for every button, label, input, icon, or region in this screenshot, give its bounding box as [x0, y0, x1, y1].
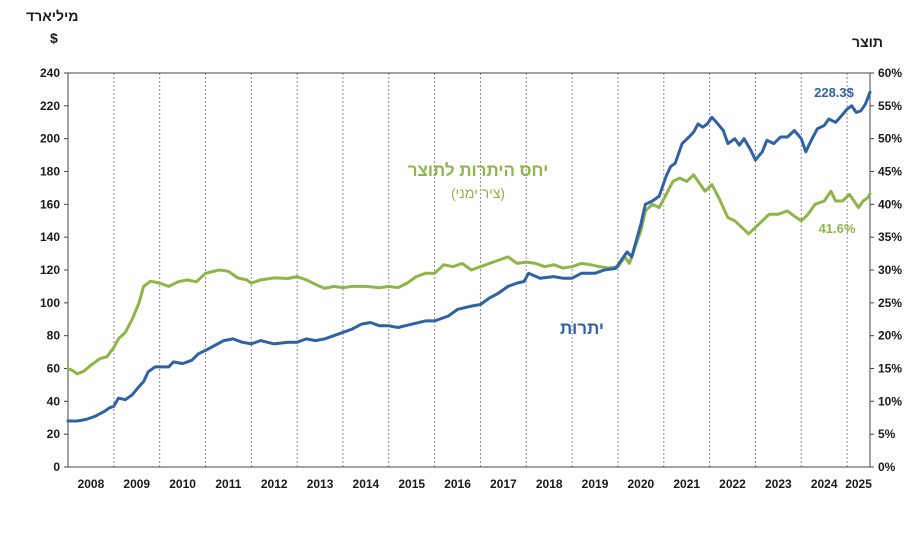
- left-axis-ticks: 0 20 40 60 80 100 120 140 160 180 200 220 240: [40, 66, 68, 474]
- left-tick-label: 40: [47, 394, 61, 408]
- left-tick-label: 160: [40, 197, 60, 211]
- left-tick-label: 220: [40, 99, 60, 113]
- right-tick-label: 25%: [878, 296, 902, 310]
- right-tick-label: 5%: [878, 427, 896, 441]
- series-line-ratio: [66, 173, 872, 376]
- x-tick-label: 2017: [490, 477, 517, 491]
- x-tick-label: 2014: [353, 477, 380, 491]
- right-axis-unit: תוצר: [852, 34, 883, 50]
- x-axis-ticks: 2008 2009 2010 2011 2012 2013 2014 2015 2016 2017…: [78, 477, 873, 491]
- left-tick-label: 200: [40, 132, 60, 146]
- right-tick-label: 30%: [878, 263, 902, 277]
- x-tick-label: 2016: [444, 477, 471, 491]
- right-tick-label: 50%: [878, 132, 902, 146]
- left-axis-unit-line2: $: [50, 30, 58, 46]
- right-tick-label: 60%: [878, 66, 902, 80]
- right-tick-label: 40%: [878, 197, 902, 211]
- left-tick-label: 180: [40, 165, 60, 179]
- left-tick-label: 20: [47, 427, 61, 441]
- series-line-reserves: [66, 90, 872, 423]
- left-axis-unit-line1: מיליארד: [26, 8, 79, 24]
- series-lines: [66, 90, 872, 423]
- right-tick-label: 20%: [878, 329, 902, 343]
- x-tick-label: 2022: [719, 477, 746, 491]
- left-tick-label: 240: [40, 66, 60, 80]
- series-label-ratio: יחס היתרות לתוצר: [408, 161, 548, 180]
- right-tick-label: 45%: [878, 165, 902, 179]
- series-label-reserves: יתרות: [560, 319, 604, 338]
- right-tick-label: 35%: [878, 230, 902, 244]
- x-tick-label: 2019: [582, 477, 609, 491]
- left-tick-label: 100: [40, 296, 60, 310]
- right-tick-label: 55%: [878, 99, 902, 113]
- x-tick-label: 2013: [307, 477, 334, 491]
- left-tick-label: 0: [53, 460, 60, 474]
- end-value-ratio: 41.6%: [819, 221, 856, 236]
- x-tick-label: 2008: [78, 477, 105, 491]
- x-tick-label: 2021: [673, 477, 700, 491]
- x-tick-label: 2009: [123, 477, 150, 491]
- x-tick-label: 2023: [765, 477, 792, 491]
- right-tick-label: 10%: [878, 394, 902, 408]
- left-tick-label: 60: [47, 362, 61, 376]
- left-tick-label: 80: [47, 329, 61, 343]
- series-sublabel-ratio: (ציר ימני): [451, 185, 505, 201]
- right-tick-label: 0%: [878, 460, 896, 474]
- left-tick-label: 120: [40, 263, 60, 277]
- x-tick-label: 2020: [628, 477, 655, 491]
- x-tick-label: 2015: [398, 477, 425, 491]
- gridlines: [113, 73, 848, 467]
- x-tick-label: 2012: [261, 477, 288, 491]
- end-value-reserves: 228.3$: [814, 85, 855, 100]
- x-tick-label: 2011: [215, 477, 241, 491]
- right-axis-ticks: 0% 5% 10% 15% 20% 25% 30% 35% 40% 45% 50% 55% 60%: [870, 66, 902, 474]
- right-tick-label: 15%: [878, 362, 902, 376]
- x-tick-label: 2010: [169, 477, 196, 491]
- left-tick-label: 140: [40, 230, 60, 244]
- x-tick-label: 2025: [845, 477, 872, 491]
- x-tick-label: 2018: [536, 477, 563, 491]
- x-tick-label: 2024: [811, 477, 838, 491]
